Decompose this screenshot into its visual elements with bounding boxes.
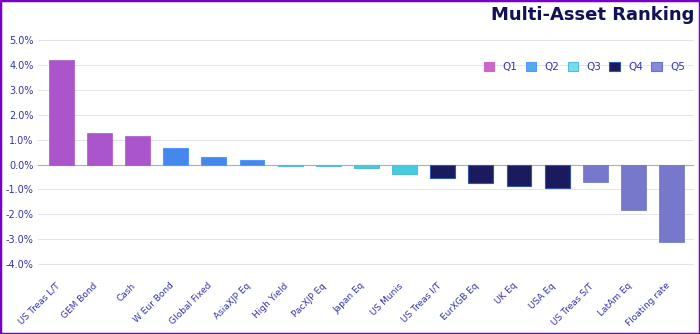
Bar xyxy=(545,165,570,188)
Bar xyxy=(507,165,531,186)
Legend: Q1, Q2, Q3, Q4, Q5: Q1, Q2, Q3, Q4, Q5 xyxy=(480,58,690,76)
Bar xyxy=(316,165,341,167)
Bar xyxy=(163,148,188,165)
Bar xyxy=(468,165,493,183)
Bar xyxy=(239,160,265,165)
Bar xyxy=(659,165,684,241)
Bar xyxy=(621,165,646,210)
Bar xyxy=(125,136,150,165)
Bar xyxy=(49,60,74,165)
Bar xyxy=(392,165,417,174)
Bar xyxy=(87,134,112,165)
Bar xyxy=(354,165,379,168)
Text: Multi-Asset Ranking: Multi-Asset Ranking xyxy=(491,6,694,24)
Bar xyxy=(278,165,302,166)
Bar xyxy=(583,165,608,182)
Bar xyxy=(202,157,226,165)
Bar xyxy=(430,165,455,178)
